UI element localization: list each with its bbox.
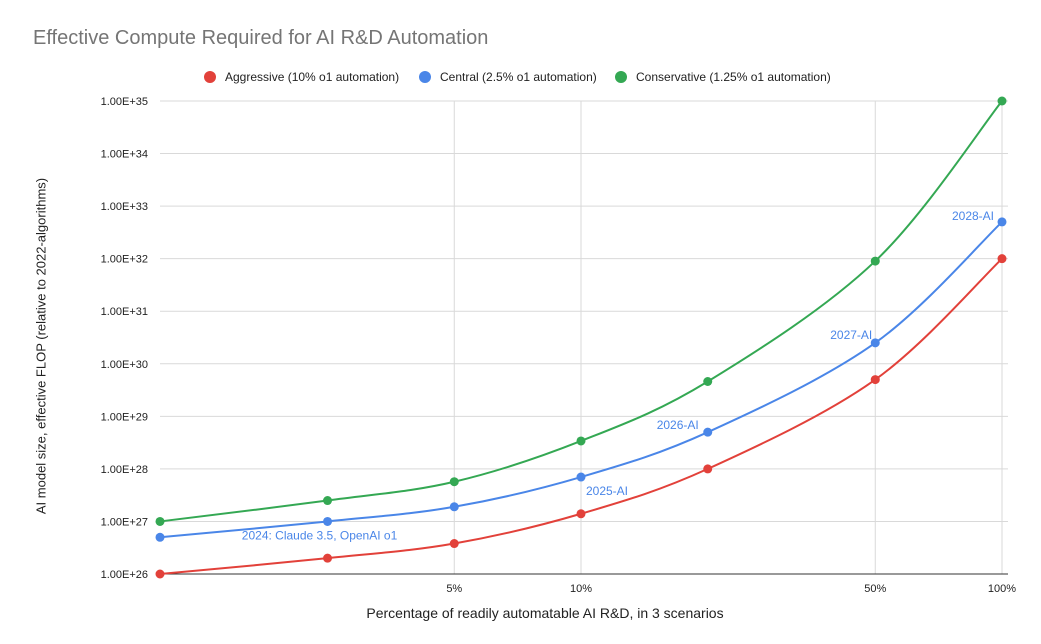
data-point-conservative bbox=[997, 96, 1007, 106]
annotation-label: 2028-AI bbox=[952, 209, 994, 223]
x-tick-label: 50% bbox=[864, 583, 886, 595]
annotation-label: 2024: Claude 3.5, OpenAI o1 bbox=[242, 528, 398, 542]
data-point-central bbox=[703, 427, 713, 437]
annotation-label: 2027-AI bbox=[830, 328, 872, 342]
data-point-aggressive bbox=[703, 464, 713, 474]
y-tick-label: 1.00E+27 bbox=[101, 516, 148, 528]
legend-item-central: Central (2.5% o1 automation) bbox=[419, 70, 597, 84]
data-point-conservative bbox=[155, 516, 165, 526]
data-point-conservative bbox=[870, 256, 880, 266]
legend-label-aggressive: Aggressive (10% o1 automation) bbox=[225, 70, 400, 84]
x-tick-label: 10% bbox=[570, 583, 592, 595]
legend-item-aggressive: Aggressive (10% o1 automation) bbox=[204, 70, 399, 84]
y-tick-label: 1.00E+34 bbox=[101, 149, 148, 161]
data-point-aggressive bbox=[997, 254, 1007, 264]
data-point-conservative bbox=[703, 377, 713, 387]
chart-title: Effective Compute Required for AI R&D Au… bbox=[33, 27, 489, 49]
annotation-label: 2026-AI bbox=[657, 418, 699, 432]
legend-label-conservative: Conservative (1.25% o1 automation) bbox=[636, 70, 831, 84]
y-tick-label: 1.00E+32 bbox=[101, 254, 148, 266]
x-tick-label: 5% bbox=[446, 583, 462, 595]
y-tick-label: 1.00E+26 bbox=[101, 569, 148, 581]
data-point-aggressive bbox=[449, 539, 459, 549]
y-tick-label: 1.00E+35 bbox=[101, 96, 148, 108]
data-point-conservative bbox=[449, 477, 459, 487]
x-axis-label: Percentage of readily automatable AI R&D… bbox=[366, 605, 724, 621]
data-point-conservative bbox=[323, 496, 333, 506]
data-point-conservative bbox=[576, 436, 586, 446]
data-point-central bbox=[155, 532, 165, 542]
y-tick-label: 1.00E+28 bbox=[101, 464, 148, 476]
data-point-central bbox=[323, 516, 333, 526]
data-point-aggressive bbox=[870, 375, 880, 385]
data-point-aggressive bbox=[155, 569, 165, 579]
x-tick-label: 100% bbox=[988, 583, 1016, 595]
data-point-central bbox=[576, 472, 586, 482]
legend-marker-central bbox=[419, 71, 431, 83]
data-point-central bbox=[870, 338, 880, 348]
y-tick-label: 1.00E+30 bbox=[101, 359, 148, 371]
data-point-aggressive bbox=[323, 553, 333, 563]
legend-label-central: Central (2.5% o1 automation) bbox=[440, 70, 597, 84]
data-point-aggressive bbox=[576, 509, 586, 519]
legend-item-conservative: Conservative (1.25% o1 automation) bbox=[615, 70, 831, 84]
data-point-central bbox=[449, 502, 459, 512]
legend-marker-aggressive bbox=[204, 71, 216, 83]
y-tick-label: 1.00E+29 bbox=[101, 411, 148, 423]
y-tick-label: 1.00E+31 bbox=[101, 306, 148, 318]
annotation-label: 2025-AI bbox=[586, 484, 628, 498]
y-tick-label: 1.00E+33 bbox=[101, 201, 148, 213]
legend-marker-conservative bbox=[615, 71, 627, 83]
data-point-central bbox=[997, 217, 1007, 227]
legend: Aggressive (10% o1 automation) Central (… bbox=[0, 70, 1041, 90]
